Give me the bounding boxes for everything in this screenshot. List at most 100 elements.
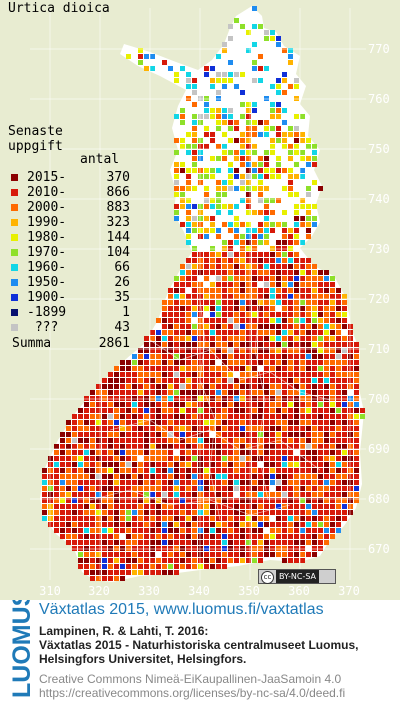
occurrence-cell (354, 432, 359, 437)
occurrence-cell (66, 450, 71, 455)
occurrence-cell (294, 474, 299, 479)
occurrence-cell (246, 240, 251, 245)
occurrence-cell (144, 342, 149, 347)
occurrence-cell (258, 330, 263, 335)
occurrence-cell (198, 312, 203, 317)
occurrence-cell (288, 180, 293, 185)
occurrence-cell (126, 396, 131, 401)
occurrence-cell (270, 258, 275, 263)
occurrence-cell (336, 462, 341, 467)
occurrence-cell (132, 384, 137, 389)
occurrence-cell (258, 450, 263, 455)
occurrence-cell (150, 66, 155, 71)
occurrence-cell (150, 390, 155, 395)
occurrence-cell (126, 54, 131, 59)
occurrence-cell (174, 210, 179, 215)
occurrence-cell (294, 96, 299, 101)
occurrence-cell (168, 552, 173, 557)
occurrence-cell (330, 306, 335, 311)
occurrence-cell (216, 366, 221, 371)
occurrence-cell (162, 504, 167, 509)
occurrence-cell (174, 468, 179, 473)
y-tick-label: 700 (368, 392, 390, 406)
occurrence-cell (234, 156, 239, 161)
occurrence-cell (120, 396, 125, 401)
occurrence-cell (348, 444, 353, 449)
occurrence-cell (144, 486, 149, 491)
occurrence-cell (348, 402, 353, 407)
occurrence-cell (210, 522, 215, 527)
occurrence-cell (336, 516, 341, 521)
occurrence-cell (318, 510, 323, 515)
occurrence-cell (318, 540, 323, 545)
occurrence-cell (174, 186, 179, 191)
occurrence-cell (222, 276, 227, 281)
occurrence-cell (264, 522, 269, 527)
occurrence-cell (156, 396, 161, 401)
occurrence-cell (228, 486, 233, 491)
occurrence-cell (264, 162, 269, 167)
occurrence-cell (258, 492, 263, 497)
occurrence-cell (318, 444, 323, 449)
occurrence-cell (204, 144, 209, 149)
occurrence-cell (336, 438, 341, 443)
occurrence-cell (192, 444, 197, 449)
occurrence-cell (138, 450, 143, 455)
occurrence-cell (294, 486, 299, 491)
occurrence-cell (144, 420, 149, 425)
occurrence-cell (306, 336, 311, 341)
occurrence-cell (210, 552, 215, 557)
occurrence-cell (138, 408, 143, 413)
occurrence-cell (180, 456, 185, 461)
occurrence-cell (192, 462, 197, 467)
occurrence-cell (252, 102, 257, 107)
occurrence-cell (294, 420, 299, 425)
occurrence-cell (216, 402, 221, 407)
occurrence-cell (54, 486, 59, 491)
occurrence-cell (210, 156, 215, 161)
occurrence-cell (210, 408, 215, 413)
occurrence-cell (186, 528, 191, 533)
occurrence-cell (294, 342, 299, 347)
occurrence-cell (138, 432, 143, 437)
occurrence-cell (246, 162, 251, 167)
occurrence-cell (228, 252, 233, 257)
occurrence-cell (222, 294, 227, 299)
occurrence-cell (222, 366, 227, 371)
legend-row: 1950- 26 (8, 275, 130, 290)
occurrence-cell (246, 102, 251, 107)
occurrence-cell (306, 414, 311, 419)
occurrence-cell (48, 486, 53, 491)
occurrence-cell (276, 528, 281, 533)
occurrence-cell (282, 456, 287, 461)
occurrence-cell (252, 60, 257, 65)
occurrence-cell (330, 468, 335, 473)
occurrence-cell (348, 432, 353, 437)
occurrence-cell (288, 132, 293, 137)
occurrence-cell (198, 120, 203, 125)
occurrence-cell (294, 84, 299, 89)
occurrence-cell (228, 108, 233, 113)
occurrence-cell (312, 354, 317, 359)
occurrence-cell (300, 204, 305, 209)
occurrence-cell (72, 414, 77, 419)
region-border (89, 489, 291, 516)
occurrence-cell (324, 336, 329, 341)
occurrence-cell (90, 474, 95, 479)
occurrence-cell (270, 276, 275, 281)
occurrence-cell (54, 504, 59, 509)
citation-line: Lampinen, R. & Lahti, T. 2016: (39, 624, 209, 638)
occurrence-cell (294, 534, 299, 539)
occurrence-cell (210, 420, 215, 425)
occurrence-cell (60, 516, 65, 521)
occurrence-cell (276, 444, 281, 449)
occurrence-cell (318, 186, 323, 191)
occurrence-cell (84, 468, 89, 473)
occurrence-cell (246, 228, 251, 233)
occurrence-cell (102, 438, 107, 443)
occurrence-cell (120, 426, 125, 431)
occurrence-cell (90, 444, 95, 449)
occurrence-cell (216, 384, 221, 389)
occurrence-cell (240, 240, 245, 245)
occurrence-cell (270, 174, 275, 179)
